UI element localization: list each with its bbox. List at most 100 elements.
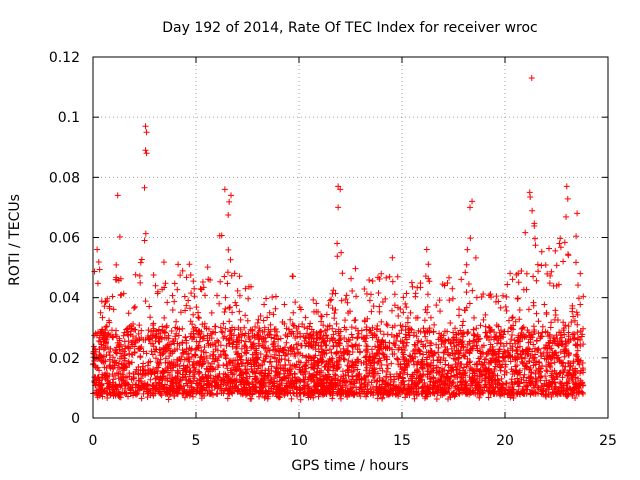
data-point xyxy=(226,304,233,311)
data-point xyxy=(534,261,541,268)
data-point xyxy=(198,328,205,335)
data-point xyxy=(378,338,385,345)
data-point xyxy=(342,379,349,386)
data-point xyxy=(560,258,567,265)
data-point xyxy=(509,315,516,322)
data-point xyxy=(473,342,480,349)
data-point xyxy=(268,334,275,341)
data-point xyxy=(233,366,240,373)
data-point xyxy=(297,350,304,357)
data-point xyxy=(162,344,169,351)
data-point xyxy=(476,383,483,390)
data-point xyxy=(185,297,192,304)
data-point xyxy=(125,343,132,350)
data-point xyxy=(329,395,336,402)
data-point xyxy=(500,348,507,355)
data-point xyxy=(516,306,523,313)
data-point xyxy=(426,325,433,332)
data-point xyxy=(144,362,151,369)
data-point xyxy=(463,261,470,268)
data-point xyxy=(441,381,448,388)
data-point xyxy=(480,291,487,298)
data-point xyxy=(393,383,400,390)
data-point xyxy=(321,363,328,370)
data-point xyxy=(449,295,456,302)
data-point xyxy=(561,239,568,246)
data-point xyxy=(446,274,453,281)
data-point xyxy=(261,301,268,308)
data-point xyxy=(388,307,395,314)
data-point xyxy=(136,322,143,329)
data-point xyxy=(569,331,576,338)
data-point xyxy=(284,367,291,374)
data-point xyxy=(232,299,239,306)
data-point xyxy=(361,318,368,325)
data-point xyxy=(206,366,213,373)
data-point xyxy=(122,363,129,370)
data-point xyxy=(169,379,176,386)
data-point xyxy=(338,297,345,304)
data-point xyxy=(456,312,462,319)
data-point xyxy=(115,364,122,371)
data-point xyxy=(129,333,136,340)
data-point xyxy=(403,342,410,349)
data-point xyxy=(409,375,416,382)
data-point xyxy=(295,376,302,383)
data-point xyxy=(515,334,522,341)
data-point xyxy=(199,278,206,285)
data-point xyxy=(379,350,386,357)
data-point xyxy=(176,342,183,349)
data-point xyxy=(370,373,377,380)
data-point xyxy=(503,307,510,314)
data-point xyxy=(153,386,160,393)
data-point xyxy=(114,339,121,346)
data-point xyxy=(496,363,503,370)
data-point xyxy=(353,377,360,384)
data-point xyxy=(294,346,301,353)
data-point xyxy=(527,336,534,343)
data-point xyxy=(268,363,275,370)
data-point xyxy=(224,362,231,369)
data-point xyxy=(571,330,578,337)
data-point xyxy=(254,355,261,362)
data-point xyxy=(196,358,203,365)
data-point xyxy=(103,323,110,330)
data-point xyxy=(260,380,267,387)
data-point xyxy=(541,345,548,352)
data-point xyxy=(530,273,537,280)
data-point xyxy=(326,346,333,353)
data-point xyxy=(125,393,132,400)
data-point xyxy=(98,298,105,305)
data-point xyxy=(394,273,401,280)
data-point xyxy=(123,326,130,333)
data-point xyxy=(543,309,550,316)
data-point xyxy=(191,351,198,358)
data-point xyxy=(311,308,318,315)
data-point xyxy=(190,278,197,285)
data-point xyxy=(145,336,152,343)
data-point xyxy=(327,363,334,370)
data-point xyxy=(342,296,349,303)
data-point xyxy=(245,334,252,341)
data-point xyxy=(424,337,431,344)
data-point xyxy=(263,348,270,355)
data-point xyxy=(537,369,544,376)
data-point xyxy=(118,360,125,367)
data-point xyxy=(304,330,311,337)
data-point xyxy=(142,230,149,237)
data-point xyxy=(411,361,418,368)
data-point xyxy=(509,347,516,354)
data-point xyxy=(297,386,304,393)
data-point xyxy=(525,306,532,313)
data-point xyxy=(228,192,235,199)
data-point xyxy=(422,333,429,340)
data-point xyxy=(550,334,557,341)
data-point xyxy=(333,320,340,327)
data-point xyxy=(225,337,232,344)
data-point xyxy=(520,360,527,367)
data-point xyxy=(237,326,244,333)
data-point xyxy=(496,380,503,387)
data-point xyxy=(220,320,227,327)
data-point xyxy=(475,336,482,343)
data-point xyxy=(287,350,294,357)
